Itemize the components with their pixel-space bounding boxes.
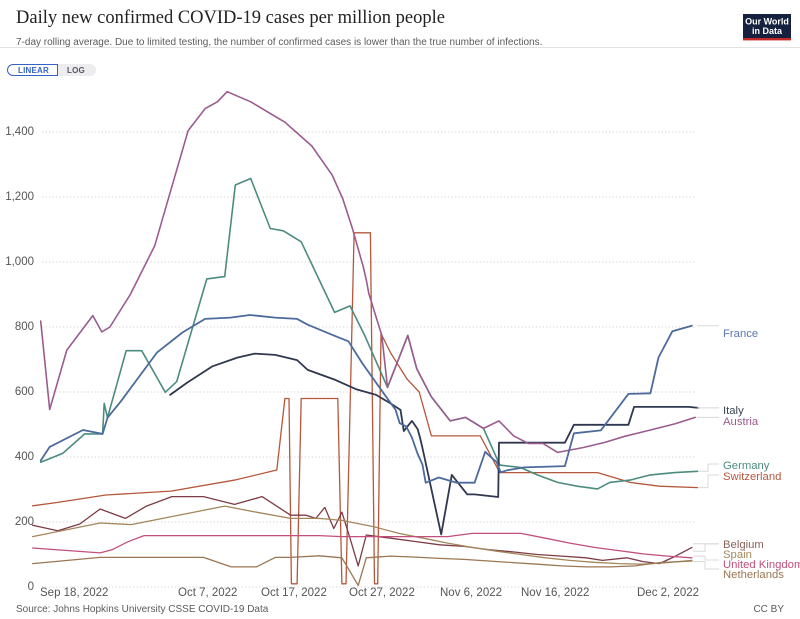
svg-text:0: 0 <box>28 581 34 593</box>
svg-text:800: 800 <box>15 321 34 333</box>
svg-text:600: 600 <box>15 386 34 398</box>
svg-text:200: 200 <box>15 516 34 528</box>
svg-text:Oct 7, 2022: Oct 7, 2022 <box>178 587 237 599</box>
svg-text:1,200: 1,200 <box>5 191 34 203</box>
svg-text:Switzerland: Switzerland <box>723 471 781 483</box>
svg-text:Oct 27, 2022: Oct 27, 2022 <box>349 587 415 599</box>
svg-text:Nov 6, 2022: Nov 6, 2022 <box>440 587 502 599</box>
svg-text:Sep 18, 2022: Sep 18, 2022 <box>40 587 108 599</box>
svg-text:1,000: 1,000 <box>5 256 34 268</box>
svg-text:Oct 17, 2022: Oct 17, 2022 <box>261 587 327 599</box>
svg-text:1,400: 1,400 <box>5 126 34 138</box>
svg-text:Austria: Austria <box>723 416 759 428</box>
svg-text:400: 400 <box>15 451 34 463</box>
svg-text:Netherlands: Netherlands <box>723 569 784 581</box>
svg-text:Dec 2, 2022: Dec 2, 2022 <box>637 587 699 599</box>
svg-text:Nov 16, 2022: Nov 16, 2022 <box>521 587 589 599</box>
svg-text:France: France <box>723 328 758 340</box>
